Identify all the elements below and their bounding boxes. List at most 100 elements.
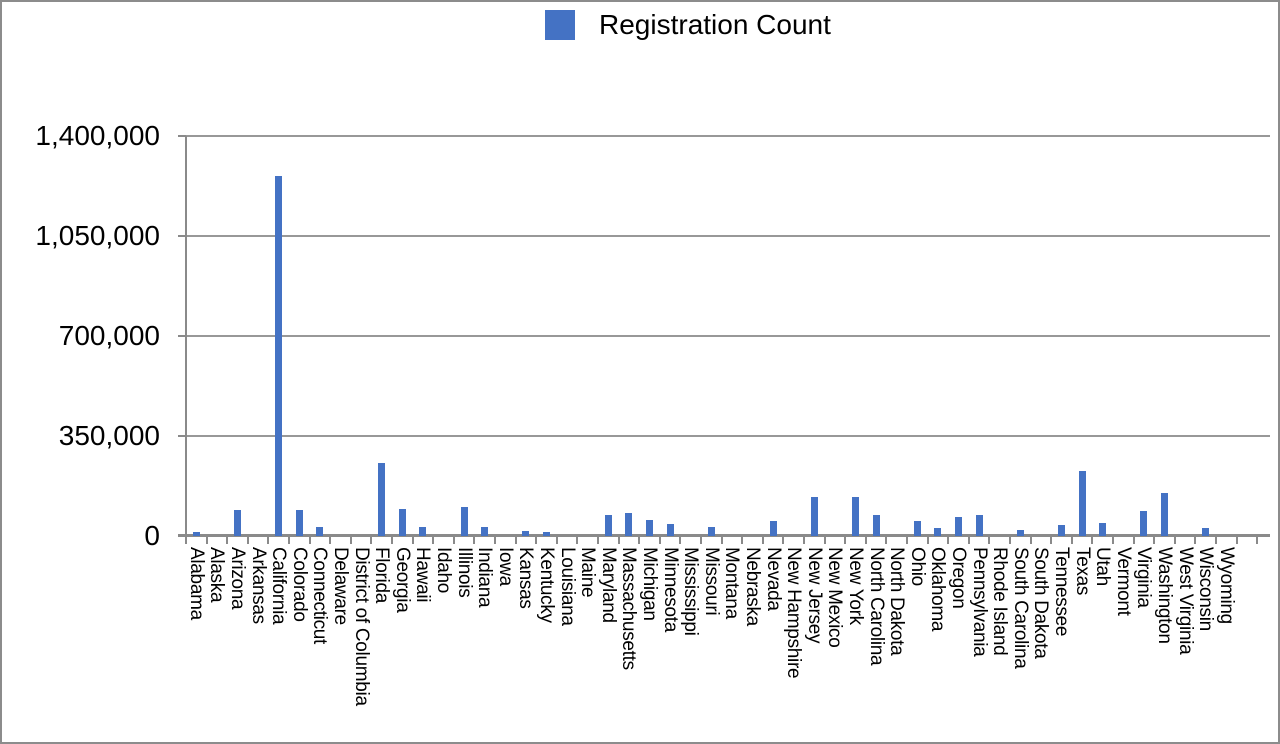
x-axis-tick: [988, 537, 991, 544]
x-axis-label: Virginia: [1133, 547, 1155, 608]
x-axis-label: Pennsylvania: [968, 547, 990, 657]
x-axis-tick: [1153, 537, 1156, 544]
x-axis-label: Indiana: [474, 547, 496, 608]
bar-wisconsin: [1202, 528, 1210, 536]
x-axis-label: New York: [845, 547, 866, 625]
bar-massachusetts: [625, 513, 633, 536]
bar-connecticut: [316, 527, 324, 536]
x-axis-tick: [370, 537, 373, 544]
bar-new-jersey: [810, 497, 818, 536]
y-axis-label: 700,000: [58, 320, 160, 351]
x-axis-label: Vermont: [1112, 547, 1134, 616]
x-axis-tick: [967, 537, 970, 544]
x-axis-tick: [432, 537, 435, 544]
x-axis-tick: [597, 537, 599, 544]
x-axis-label: Maine: [577, 547, 599, 598]
x-axis-tick: [679, 537, 682, 544]
bar-minnesota: [666, 524, 674, 536]
legend-label: Registration Count: [599, 9, 831, 40]
x-axis-tick: [720, 537, 723, 544]
x-axis-tick: [329, 537, 332, 544]
x-axis-label: New Hampshire: [783, 547, 805, 679]
bar-colorado: [295, 510, 303, 536]
x-axis-tick: [246, 537, 249, 544]
x-axis-tick: [761, 537, 764, 544]
x-axis-label: Tennessee: [1051, 547, 1072, 637]
x-axis-tick: [1009, 537, 1011, 544]
x-axis-label: Hawaii: [412, 547, 434, 603]
x-axis-label: South Dakota: [1030, 547, 1052, 659]
x-axis-tick: [782, 537, 785, 544]
bar-north-carolina: [872, 515, 880, 536]
bar-kentucky: [543, 532, 550, 536]
gridline: [186, 435, 1270, 437]
x-axis-label: Utah: [1092, 547, 1114, 586]
x-axis-tick: [741, 537, 744, 544]
x-axis-label: Idaho: [433, 547, 454, 594]
x-axis-label: North Carolina: [865, 547, 887, 666]
x-axis-tick: [864, 537, 867, 544]
x-axis-tick: [1029, 537, 1032, 544]
x-axis-tick: [494, 537, 496, 544]
y-axis-label: 350,000: [58, 420, 160, 451]
bar-michigan: [646, 520, 653, 536]
x-axis-tick: [555, 537, 558, 544]
gridline: [186, 135, 1270, 137]
x-axis-label: Kentucky: [536, 547, 557, 623]
y-axis-label: 1,400,000: [35, 120, 160, 151]
x-axis-tick: [844, 537, 847, 544]
x-axis-tick: [535, 537, 538, 544]
x-axis-tick: [658, 537, 661, 544]
bar-pennsylvania: [975, 515, 983, 536]
chart-legend: Registration Count: [545, 10, 831, 40]
x-axis-tick: [1173, 537, 1176, 544]
x-axis-label: New Jersey: [803, 547, 825, 644]
x-axis-tick: [1070, 537, 1073, 544]
x-axis-label: Alaska: [206, 547, 228, 603]
bar-texas: [1078, 471, 1086, 536]
bar-illinois: [460, 507, 468, 536]
x-axis-tick: [308, 537, 311, 544]
x-axis-label: Maryland: [597, 547, 619, 623]
x-axis-tick: [411, 537, 414, 544]
x-axis-line: [178, 534, 1270, 537]
bar-kansas: [522, 531, 530, 536]
x-axis-tick: [1256, 537, 1259, 544]
bar-utah: [1099, 523, 1107, 536]
x-axis-tick: [947, 537, 950, 544]
x-axis-label: Wisconsin: [1195, 547, 1217, 631]
bar-missouri: [707, 527, 715, 536]
x-axis-label: North Dakota: [886, 547, 908, 656]
x-axis-label: Colorado: [288, 547, 310, 622]
bar-washington: [1161, 493, 1168, 536]
bar-indiana: [481, 527, 489, 536]
x-axis-tick: [1235, 537, 1238, 544]
x-axis-tick: [617, 537, 620, 544]
bar-virginia: [1140, 511, 1148, 536]
y-axis-tick: [178, 135, 186, 137]
x-axis-label: Louisiana: [556, 547, 578, 626]
x-axis-label: Missouri: [700, 547, 722, 616]
x-axis-label: Delaware: [330, 547, 351, 625]
x-axis-label: Massachusetts: [618, 547, 640, 670]
x-axis-label: West Virginia: [1174, 547, 1196, 655]
bar-florida: [378, 463, 386, 536]
x-axis-label: Minnesota: [659, 547, 681, 632]
x-axis-tick: [700, 537, 702, 544]
x-axis-tick: [885, 537, 888, 544]
x-axis-tick: [1091, 537, 1094, 544]
x-axis-label: Arkansas: [247, 547, 269, 624]
bar-oklahoma: [934, 528, 942, 536]
y-axis-tick: [178, 435, 186, 437]
gridline: [186, 235, 1270, 237]
y-axis-line: [185, 136, 187, 536]
x-axis-tick: [267, 537, 270, 544]
x-axis-tick: [452, 537, 455, 544]
y-axis-tick: [178, 235, 186, 237]
x-axis-label: Oklahoma: [927, 547, 949, 632]
x-axis-label: Georgia: [391, 547, 413, 613]
bar-arizona: [234, 510, 241, 536]
x-axis-label: Kansas: [515, 547, 537, 609]
